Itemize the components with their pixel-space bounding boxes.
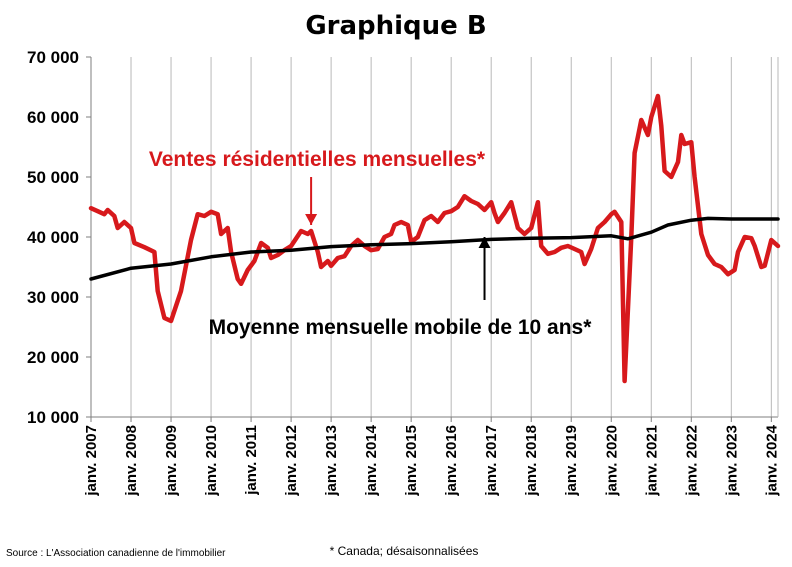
- x-tick-label: janv. 2009: [163, 425, 180, 497]
- source-note: Source : L'Association canadienne de l'i…: [6, 548, 226, 559]
- y-tick-label: 60 000: [27, 108, 79, 127]
- y-tick-label: 40 000: [27, 228, 79, 247]
- x-tick-label: janv. 2015: [403, 425, 420, 497]
- series-line-moving-average: [89, 216, 780, 281]
- x-tick-label: janv. 2016: [443, 425, 460, 497]
- chart-title: Graphique B: [305, 11, 486, 41]
- x-tick-label: janv. 2008: [123, 425, 140, 497]
- x-tick-label: janv. 2020: [603, 425, 620, 497]
- y-tick-label: 10 000: [27, 408, 79, 427]
- y-tick-label: 70 000: [27, 48, 79, 67]
- x-tick-label: janv. 2011: [243, 425, 260, 496]
- annotation-monthly-sales: Ventes résidentielles mensuelles*: [149, 148, 486, 171]
- annotation-arrow-head-0: [305, 214, 318, 225]
- x-axis-ticks: janv. 2007 janv. 2008 janv. 2009 janv. 2010…: [83, 417, 780, 497]
- series-lines: [88, 93, 781, 384]
- series-line-monthly-sales: [88, 93, 781, 384]
- annotation-moving-average: Moyenne mensuelle mobile de 10 ans*: [209, 316, 593, 339]
- x-tick-label: janv. 2022: [683, 425, 700, 497]
- x-tick-label: janv. 2017: [483, 425, 500, 497]
- x-tick-label: janv. 2013: [323, 425, 340, 497]
- x-tick-label: janv. 2019: [563, 425, 580, 497]
- x-tick-label: janv. 2012: [283, 425, 300, 497]
- y-axis-ticks: 10 000 20 000 30 000 40 000 50 000 60 000 70 0…: [27, 48, 91, 427]
- x-tick-label: janv. 2023: [723, 425, 740, 497]
- x-tick-label: janv. 2007: [83, 425, 100, 497]
- footnote: * Canada; désaisonnalisées: [330, 544, 479, 558]
- x-tick-label: janv. 2024: [763, 424, 780, 496]
- y-tick-label: 50 000: [27, 168, 79, 187]
- x-tick-label: janv. 2018: [523, 425, 540, 497]
- x-tick-label: janv. 2010: [203, 425, 220, 497]
- annotation-arrow-head-1: [478, 237, 491, 248]
- y-tick-label: 30 000: [27, 288, 79, 307]
- y-tick-label: 20 000: [27, 348, 79, 367]
- x-tick-label: janv. 2014: [363, 424, 380, 496]
- x-tick-label: janv. 2021: [643, 425, 660, 497]
- annotations: Ventes résidentielles mensuelles* Moyenn…: [149, 148, 592, 339]
